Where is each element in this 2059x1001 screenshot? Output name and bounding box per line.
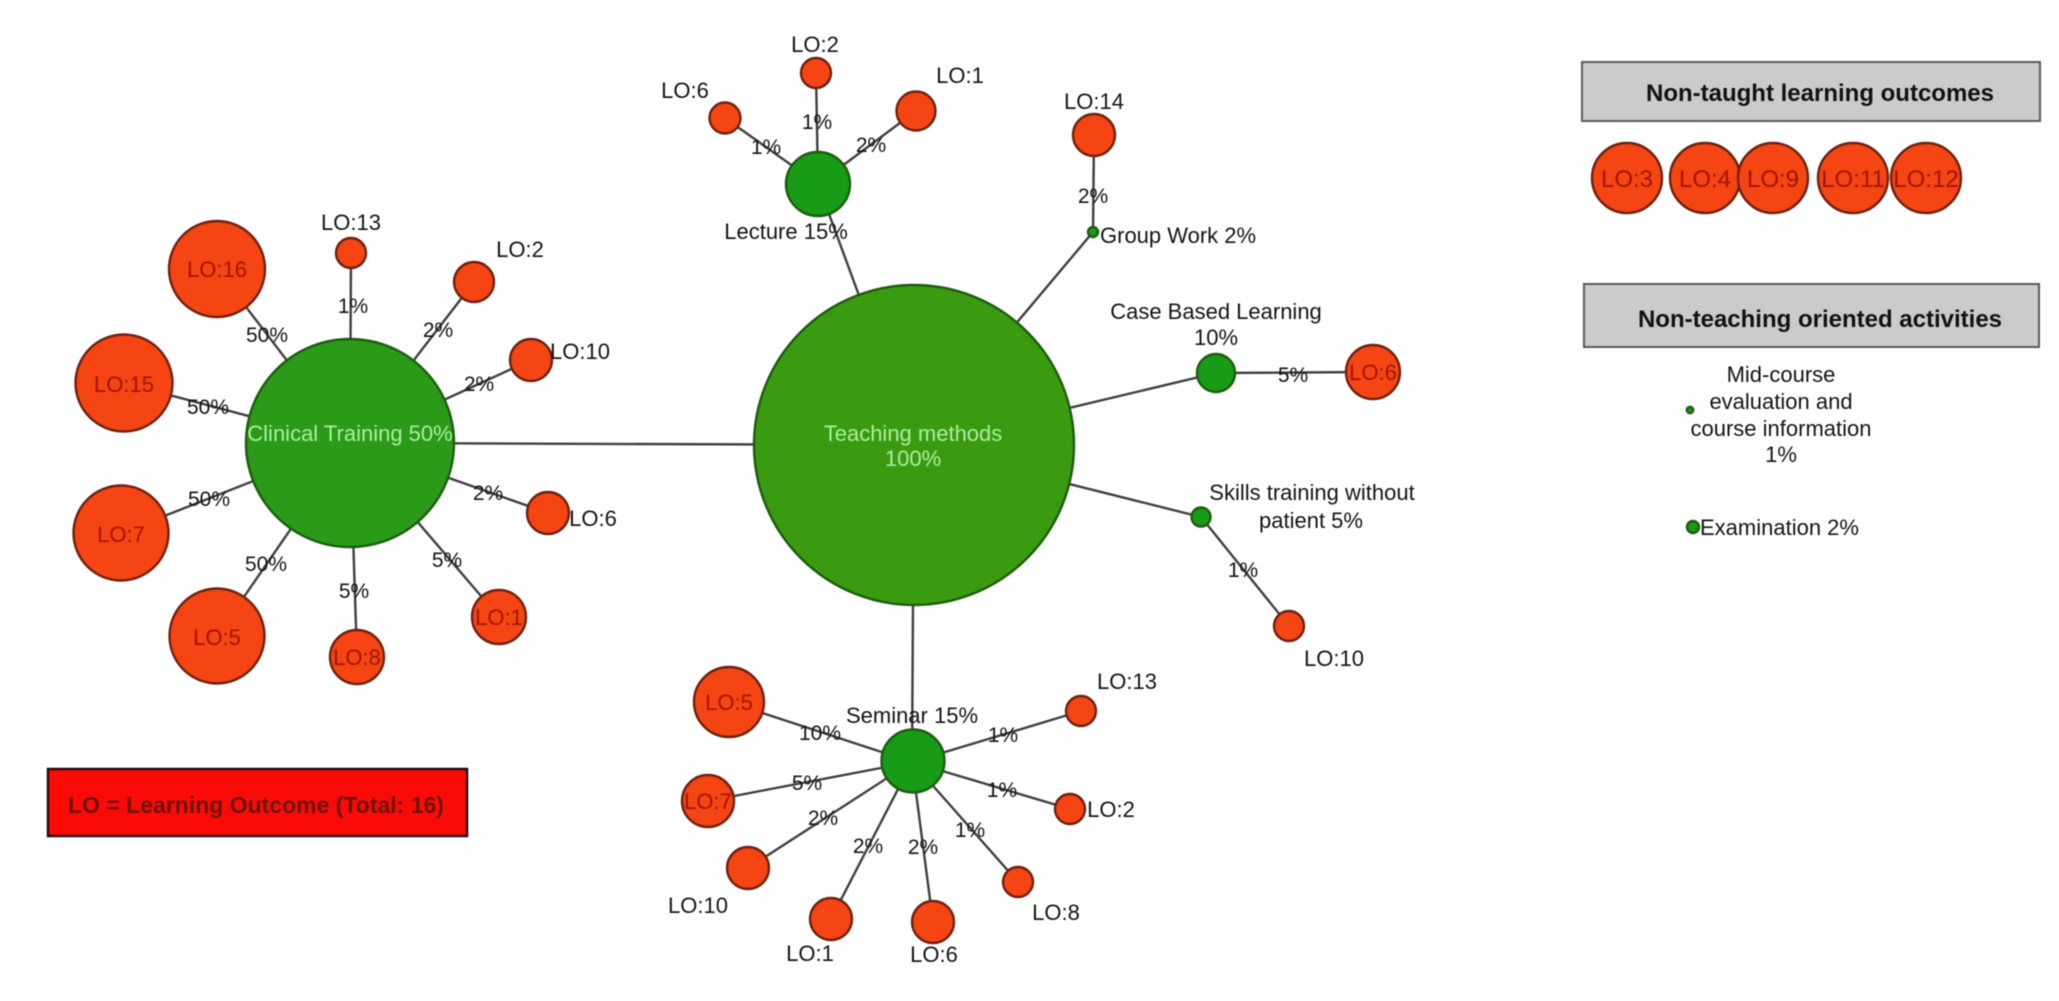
svg-text:LO:10: LO:10 xyxy=(550,339,610,364)
svg-text:LO:7: LO:7 xyxy=(684,789,732,814)
svg-text:evaluation and: evaluation and xyxy=(1709,389,1852,414)
svg-text:1%: 1% xyxy=(338,295,368,318)
svg-text:LO:16: LO:16 xyxy=(187,257,247,282)
svg-text:5%: 5% xyxy=(1278,364,1308,387)
svg-text:1%: 1% xyxy=(802,111,832,134)
svg-text:LO:6: LO:6 xyxy=(661,78,709,103)
svg-text:2%: 2% xyxy=(423,319,453,342)
svg-text:Group Work 2%: Group Work 2% xyxy=(1100,223,1256,248)
svg-text:LO:9: LO:9 xyxy=(1747,166,1799,193)
svg-text:patient 5%: patient 5% xyxy=(1259,508,1363,533)
svg-text:2%: 2% xyxy=(808,807,838,830)
svg-text:LO:3: LO:3 xyxy=(1601,166,1653,193)
svg-text:LO:2: LO:2 xyxy=(791,32,839,57)
svg-text:Examination 2%: Examination 2% xyxy=(1700,515,1859,540)
svg-text:LO:2: LO:2 xyxy=(496,237,544,262)
svg-text:Non-teaching oriented activiti: Non-teaching oriented activities xyxy=(1638,306,2002,333)
svg-text:LO:2: LO:2 xyxy=(1087,797,1135,822)
svg-text:LO:5: LO:5 xyxy=(193,625,241,650)
svg-text:LO:14: LO:14 xyxy=(1064,89,1124,114)
svg-text:2%: 2% xyxy=(853,835,883,858)
svg-text:Seminar 15%: Seminar 15% xyxy=(846,703,978,728)
svg-text:2%: 2% xyxy=(464,373,494,396)
svg-text:LO:10: LO:10 xyxy=(1304,646,1364,671)
svg-text:100%: 100% xyxy=(885,446,941,471)
svg-text:50%: 50% xyxy=(187,396,229,419)
svg-text:LO:13: LO:13 xyxy=(1097,669,1157,694)
svg-text:LO:13: LO:13 xyxy=(321,210,381,235)
svg-text:LO:1: LO:1 xyxy=(786,941,834,966)
svg-text:1%: 1% xyxy=(751,136,781,159)
svg-text:LO:6: LO:6 xyxy=(569,506,617,531)
svg-text:5%: 5% xyxy=(792,772,822,795)
svg-text:Clinical Training 50%: Clinical Training 50% xyxy=(247,421,452,446)
svg-text:10%: 10% xyxy=(1194,325,1238,350)
svg-text:LO:6: LO:6 xyxy=(910,942,958,967)
svg-text:1%: 1% xyxy=(1228,559,1258,582)
svg-text:LO:15: LO:15 xyxy=(94,372,154,397)
svg-text:LO:1: LO:1 xyxy=(475,605,523,630)
svg-text:Teaching methods: Teaching methods xyxy=(824,421,1003,446)
svg-text:LO = Learning Outcome (Total:: LO = Learning Outcome (Total: 16) xyxy=(68,792,444,818)
svg-text:1%: 1% xyxy=(988,724,1018,747)
svg-text:1%: 1% xyxy=(955,819,985,842)
svg-text:LO:5: LO:5 xyxy=(705,690,753,715)
svg-text:LO:6: LO:6 xyxy=(1349,360,1397,385)
svg-text:LO:8: LO:8 xyxy=(1032,900,1080,925)
svg-text:course information: course information xyxy=(1691,416,1872,441)
svg-text:50%: 50% xyxy=(246,324,288,347)
svg-text:10%: 10% xyxy=(799,722,841,745)
svg-text:LO:4: LO:4 xyxy=(1679,166,1731,193)
svg-text:Case Based Learning: Case Based Learning xyxy=(1110,299,1322,324)
svg-text:2%: 2% xyxy=(908,836,938,859)
svg-text:LO:12: LO:12 xyxy=(1893,166,1958,193)
svg-text:Mid-course: Mid-course xyxy=(1727,362,1836,387)
svg-text:LO:11: LO:11 xyxy=(1821,166,1885,193)
svg-text:50%: 50% xyxy=(245,553,287,576)
svg-text:LO:10: LO:10 xyxy=(668,893,728,918)
svg-text:LO:8: LO:8 xyxy=(333,645,381,670)
svg-text:LO:1: LO:1 xyxy=(936,63,984,88)
svg-text:5%: 5% xyxy=(432,549,462,572)
svg-text:2%: 2% xyxy=(473,482,503,505)
svg-text:2%: 2% xyxy=(856,134,886,157)
svg-text:5%: 5% xyxy=(339,580,369,603)
svg-text:LO:7: LO:7 xyxy=(97,522,145,547)
svg-text:Skills training without: Skills training without xyxy=(1209,480,1414,505)
svg-text:50%: 50% xyxy=(188,488,230,511)
svg-text:Non-taught learning outcomes: Non-taught learning outcomes xyxy=(1646,80,1994,107)
svg-text:1%: 1% xyxy=(987,779,1017,802)
svg-text:2%: 2% xyxy=(1078,185,1108,208)
svg-text:Lecture 15%: Lecture 15% xyxy=(724,219,848,244)
svg-text:1%: 1% xyxy=(1765,442,1797,467)
